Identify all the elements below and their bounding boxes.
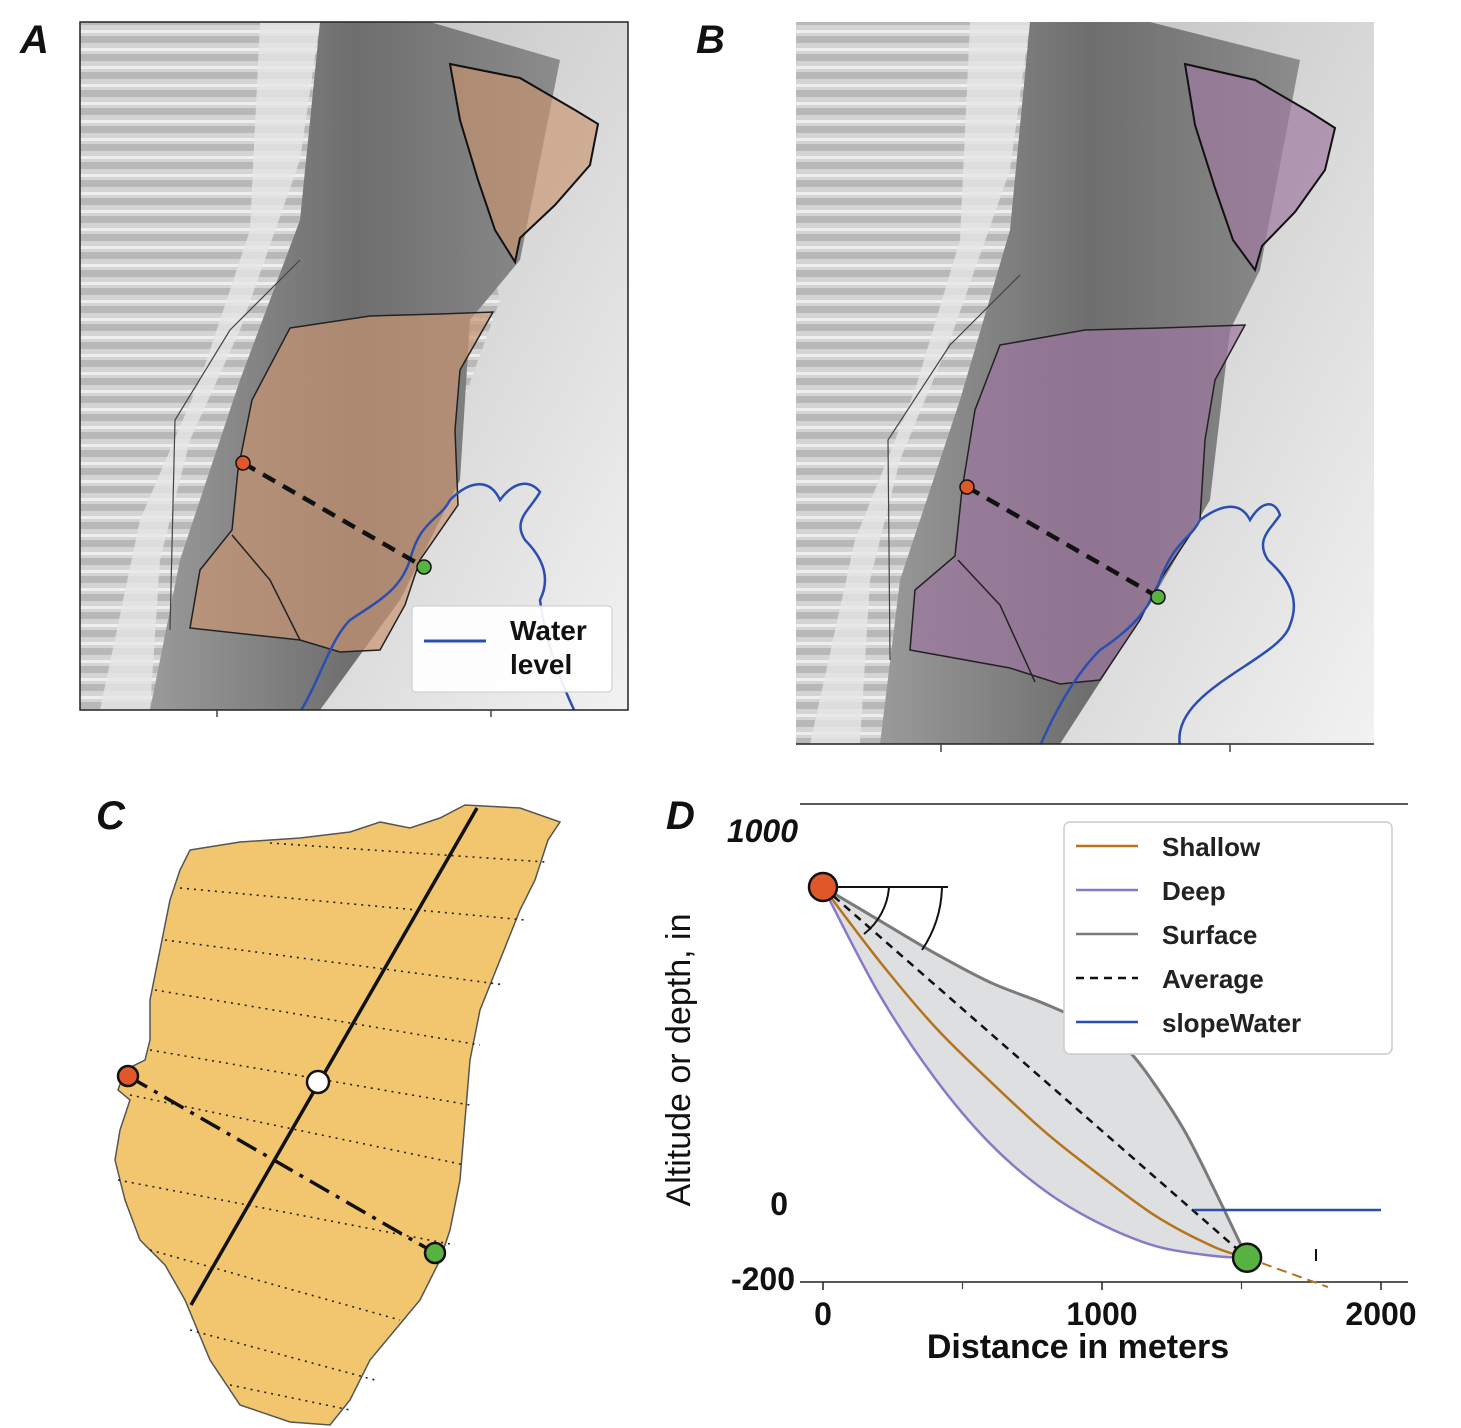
chart-end-point [1231,1242,1263,1273]
map-a-start-point [235,455,251,471]
x-tick-label-0: 0 [814,1296,832,1332]
panel-letter-c: C [96,794,125,838]
panel-letter-b: B [696,18,725,62]
y-tick-label--200: -200 [731,1261,795,1297]
y-tick-label-0: 0 [770,1186,788,1222]
diagram-c [114,804,562,1426]
map-a-legend-line1: Water [510,615,587,646]
map-a-upper-landslide [448,62,600,265]
series-deep [821,886,1248,1259]
panel-letter-d: D [666,794,695,838]
map-b-main-landslide [909,324,1247,685]
x-tick-labels: 0 1000 2000 [814,1282,1417,1332]
series-average [822,886,1248,1259]
legend-label-deep: Deep [1162,876,1226,906]
map-a-internal-boundary [231,534,301,641]
chart-start-point [807,871,839,903]
map-b-ridge [810,22,1030,744]
map-a-legend-box [411,605,613,693]
end-points [807,871,1263,1273]
y-tick-label-1000: 1000 [727,813,798,849]
map-a-frame [79,21,629,711]
diagram-c-landslide-outline [114,804,562,1426]
map-a-slope-boundary [169,259,301,631]
map-b-slope-boundary [887,274,1021,661]
legend-label-shallow: Shallow [1162,832,1261,862]
legend-label-surface: Surface [1162,920,1257,950]
chart-legend-items: Shallow Deep Surface Average slopeWater [1076,832,1301,1038]
x-tick-label-1000: 1000 [1066,1296,1137,1332]
map-a-end-point [416,559,432,575]
diagram-c-profile-line [127,1074,436,1255]
map-a: Water level [80,22,628,710]
diagram-c-start-point [116,1064,140,1088]
map-b [796,22,1374,744]
x-tick-label-2000: 2000 [1345,1296,1416,1332]
map-a-ridge [100,22,320,710]
panel-letter-a: A [20,18,49,62]
map-b-internal-boundary [957,559,1036,683]
map-b-profile-line [965,485,1160,599]
map-b-water-level-line [1039,503,1296,744]
extension-line [1246,1256,1329,1289]
map-a-water-level-line [299,482,576,710]
legend-label-slopewater: slopeWater [1162,1008,1301,1038]
map-b-end-point [1150,589,1166,605]
x-minor-ticks [961,1282,1243,1289]
map-a-profile-line [241,461,426,569]
map-b-upper-landslide [1183,62,1337,273]
diagram-c-centroid [305,1069,331,1095]
x-axis-title: Distance in meters [927,1328,1229,1366]
chart-legend-box [1063,821,1393,1055]
map-a-legend-line2: level [510,649,572,680]
y-tick-labels: 1000 0 -200 [727,813,798,1297]
diagram-c-longitudinal-axis [189,807,479,1306]
legend-label-average: Average [1162,964,1264,994]
y-axis-title: Altitude or depth, in [660,914,698,1207]
chart-d: 0 1000 2000 1000 0 -200 Shallow Deep Surface Av… [660,803,1417,1366]
series-shallow [822,886,1248,1259]
map-b-start-point [959,479,975,495]
diagram-c-end-point [423,1241,447,1265]
slope-angle-marks [824,886,948,951]
